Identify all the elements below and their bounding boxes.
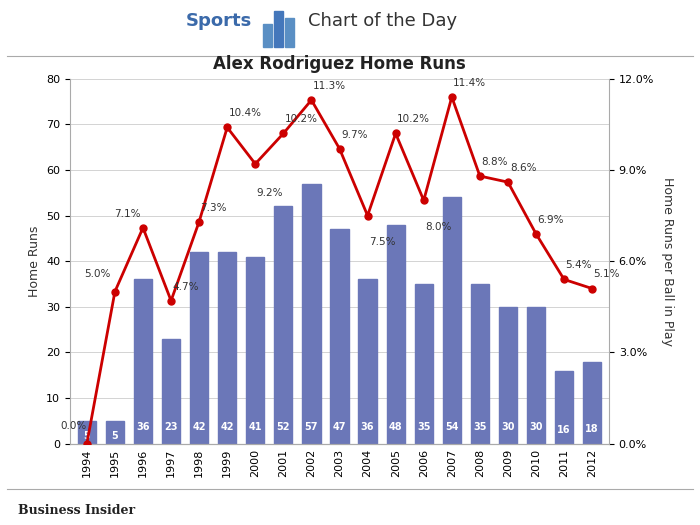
Text: 8.0%: 8.0%: [425, 222, 452, 232]
Y-axis label: Home Runs per Ball in Play: Home Runs per Ball in Play: [661, 177, 673, 345]
Text: 7.1%: 7.1%: [113, 208, 140, 218]
Text: 5: 5: [111, 431, 118, 441]
Bar: [442, 197, 461, 444]
Bar: [302, 184, 321, 444]
Bar: [358, 279, 377, 444]
Bar: [414, 284, 433, 444]
Text: 23: 23: [164, 422, 178, 432]
Text: 18: 18: [585, 424, 599, 434]
Text: 5.4%: 5.4%: [566, 260, 592, 270]
Text: 4.7%: 4.7%: [172, 281, 199, 291]
Bar: [246, 257, 265, 444]
Text: 8.6%: 8.6%: [511, 163, 537, 173]
Text: 10.4%: 10.4%: [229, 108, 262, 118]
Text: 36: 36: [136, 422, 150, 432]
Text: 57: 57: [304, 422, 318, 432]
Title: Alex Rodriguez Home Runs: Alex Rodriguez Home Runs: [213, 55, 466, 73]
Bar: [106, 421, 124, 444]
Text: Chart of the Day: Chart of the Day: [308, 12, 457, 30]
Bar: [470, 284, 489, 444]
Text: 8.8%: 8.8%: [482, 157, 508, 167]
Bar: [162, 339, 180, 444]
Text: 0.0%: 0.0%: [61, 422, 87, 432]
Text: 7.5%: 7.5%: [369, 237, 396, 247]
Bar: [527, 307, 545, 444]
Bar: [555, 371, 573, 444]
Bar: [285, 18, 294, 47]
Text: 9.2%: 9.2%: [257, 188, 284, 198]
Text: 47: 47: [332, 422, 346, 432]
Bar: [330, 229, 349, 444]
Bar: [274, 11, 283, 47]
Text: 16: 16: [557, 425, 570, 435]
Text: 52: 52: [276, 422, 290, 432]
Text: 30: 30: [529, 422, 542, 432]
Text: 35: 35: [473, 422, 486, 432]
Text: 11.3%: 11.3%: [313, 81, 346, 91]
Text: 48: 48: [389, 422, 402, 432]
Text: 42: 42: [220, 422, 234, 432]
Text: 30: 30: [501, 422, 514, 432]
Text: 6.9%: 6.9%: [538, 215, 564, 225]
Text: 11.4%: 11.4%: [453, 78, 486, 88]
Bar: [218, 252, 237, 444]
Bar: [78, 421, 96, 444]
Text: 10.2%: 10.2%: [285, 114, 318, 124]
Text: 7.3%: 7.3%: [200, 203, 227, 213]
Bar: [274, 206, 293, 444]
Text: 35: 35: [417, 422, 430, 432]
Text: Sports: Sports: [186, 12, 252, 30]
Text: 5: 5: [83, 431, 90, 441]
Bar: [499, 307, 517, 444]
Y-axis label: Home Runs: Home Runs: [27, 226, 41, 297]
Text: 5.1%: 5.1%: [594, 269, 620, 279]
Bar: [583, 362, 601, 444]
Bar: [190, 252, 209, 444]
Text: 10.2%: 10.2%: [397, 114, 430, 124]
Text: 9.7%: 9.7%: [341, 130, 368, 140]
Text: Business Insider: Business Insider: [18, 503, 134, 517]
Bar: [262, 24, 272, 47]
Bar: [134, 279, 152, 444]
Text: 42: 42: [193, 422, 206, 432]
Bar: [386, 225, 405, 444]
Text: 41: 41: [248, 422, 262, 432]
Text: 54: 54: [445, 422, 458, 432]
Text: 5.0%: 5.0%: [84, 269, 111, 279]
Text: 36: 36: [360, 422, 374, 432]
